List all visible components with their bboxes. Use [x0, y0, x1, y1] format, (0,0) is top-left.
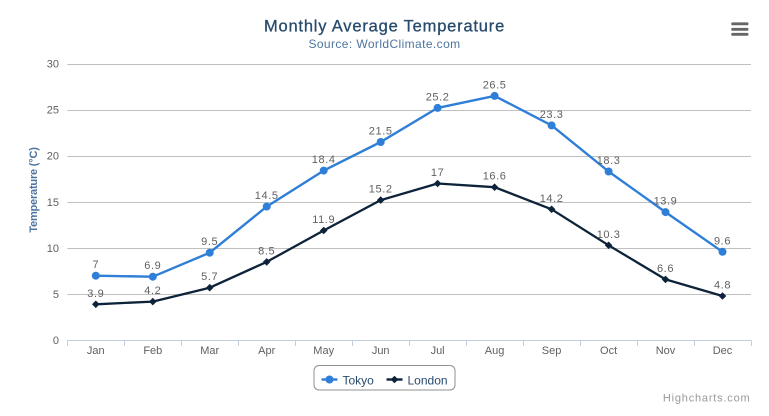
svg-text:6.6: 6.6 [657, 263, 674, 275]
svg-text:Nov: Nov [656, 345, 676, 357]
svg-text:May: May [313, 345, 334, 357]
svg-text:25: 25 [47, 105, 59, 117]
svg-text:9.5: 9.5 [201, 236, 218, 248]
svg-text:Aug: Aug [485, 345, 505, 357]
svg-text:0: 0 [53, 335, 59, 347]
svg-text:11.9: 11.9 [312, 214, 335, 226]
svg-text:14.2: 14.2 [540, 193, 564, 205]
svg-text:Highcharts.com: Highcharts.com [663, 393, 751, 405]
svg-text:10: 10 [47, 243, 59, 255]
svg-text:30: 30 [47, 58, 59, 70]
svg-text:Mar: Mar [200, 345, 219, 357]
svg-text:London: London [408, 373, 448, 387]
svg-text:6.9: 6.9 [144, 260, 161, 272]
svg-text:23.3: 23.3 [540, 109, 564, 121]
svg-text:Monthly Average Temperature: Monthly Average Temperature [264, 18, 505, 36]
svg-text:7: 7 [92, 259, 99, 271]
svg-text:Tokyo: Tokyo [343, 373, 375, 387]
svg-text:16.6: 16.6 [483, 171, 507, 183]
svg-text:5: 5 [53, 289, 59, 301]
svg-text:4.8: 4.8 [714, 280, 731, 292]
svg-text:Dec: Dec [713, 345, 733, 357]
svg-text:26.5: 26.5 [483, 79, 507, 91]
svg-text:Apr: Apr [258, 345, 275, 357]
svg-text:20: 20 [47, 151, 59, 163]
svg-text:Feb: Feb [143, 345, 162, 357]
svg-text:Source: WorldClimate.com: Source: WorldClimate.com [308, 37, 460, 51]
svg-text:8.5: 8.5 [258, 245, 275, 257]
svg-text:Sep: Sep [542, 345, 562, 357]
svg-text:Temperature (°C): Temperature (°C) [28, 147, 40, 233]
svg-text:15: 15 [47, 197, 59, 209]
svg-text:13.9: 13.9 [654, 196, 678, 208]
svg-text:Oct: Oct [600, 345, 617, 357]
svg-text:3.9: 3.9 [87, 288, 104, 300]
svg-text:15.2: 15.2 [369, 184, 393, 196]
svg-text:18.4: 18.4 [312, 154, 336, 166]
svg-text:5.7: 5.7 [201, 271, 218, 283]
svg-text:Jul: Jul [431, 345, 445, 357]
svg-text:21.5: 21.5 [369, 126, 393, 138]
svg-text:9.6: 9.6 [714, 235, 731, 247]
svg-text:4.2: 4.2 [144, 285, 161, 297]
svg-text:17: 17 [431, 167, 444, 179]
svg-text:Jan: Jan [87, 345, 105, 357]
svg-text:10.3: 10.3 [597, 229, 621, 241]
svg-text:14.5: 14.5 [255, 190, 279, 202]
svg-text:18.3: 18.3 [597, 155, 621, 167]
svg-text:Jun: Jun [372, 345, 390, 357]
svg-text:25.2: 25.2 [426, 91, 450, 103]
